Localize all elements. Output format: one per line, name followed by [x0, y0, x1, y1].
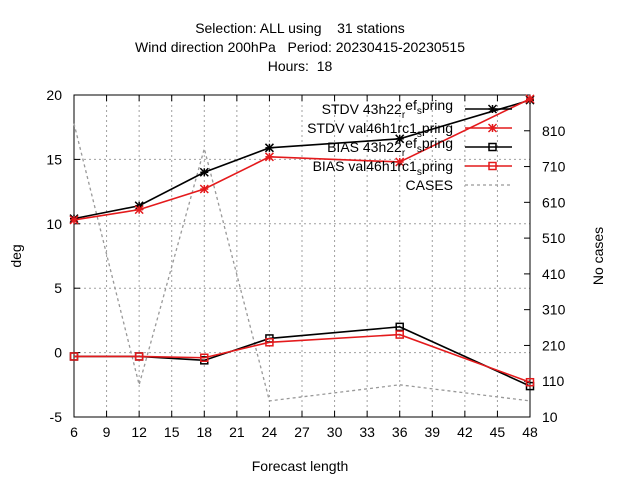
- x-axis: 6 9 12 15 18 21 24 27 30 33 36 39 42 45 48: [70, 95, 538, 440]
- series-line: [73, 123, 531, 402]
- y2-tick-label: 110: [542, 373, 565, 389]
- x-tick-label: 18: [196, 424, 212, 440]
- data-point: [199, 184, 209, 194]
- x-tick-label: 39: [424, 424, 440, 440]
- series-line: [73, 98, 531, 221]
- y-tick-label: 20: [46, 87, 62, 103]
- y-tick-label: -5: [50, 409, 63, 425]
- legend-label: CASES: [406, 177, 453, 193]
- x-tick-label: 45: [490, 424, 506, 440]
- data-point: [199, 167, 209, 177]
- legend-label: BIAS val46h1rc1spring: [313, 158, 453, 178]
- y2-tick-label: 710: [542, 159, 566, 175]
- series-line: [74, 333, 531, 383]
- y-tick-label: 0: [54, 345, 62, 361]
- y-axis-label: deg: [8, 244, 24, 267]
- y2-axis-label: No cases: [590, 227, 606, 285]
- x-tick-label: 48: [522, 424, 538, 440]
- data-point: [69, 352, 79, 361]
- data-point: [265, 338, 274, 347]
- x-tick-label: 24: [262, 424, 278, 440]
- legend-label: STDV 43h22refspring: [322, 97, 453, 121]
- y-tick-label: 10: [46, 216, 62, 232]
- data-point: [264, 152, 274, 162]
- data-point: [395, 134, 405, 144]
- y2-tick-label: 210: [542, 337, 566, 353]
- legend-marker: [488, 142, 497, 152]
- y2-axis: 10 110 210 310 410 510 610 710 810: [524, 123, 566, 425]
- data-point: [134, 352, 144, 361]
- x-tick-label: 21: [229, 424, 245, 440]
- y-tick-label: 15: [46, 151, 62, 167]
- x-tick-label: 42: [457, 424, 473, 440]
- y2-tick-label: 610: [542, 194, 566, 210]
- y2-tick-label: 10: [542, 409, 558, 425]
- legend-marker: [487, 123, 498, 133]
- x-tick-label: 9: [103, 424, 111, 440]
- y2-tick-label: 310: [542, 302, 566, 318]
- data-point: [395, 157, 405, 167]
- x-tick-label: 15: [164, 424, 180, 440]
- series-layer: [69, 94, 535, 402]
- y-tick-label: 5: [54, 280, 62, 296]
- series-line: [73, 99, 531, 220]
- title-line: Hours: 18: [268, 58, 333, 74]
- x-tick-label: 27: [294, 424, 310, 440]
- y2-tick-label: 810: [542, 123, 566, 139]
- grid: [74, 95, 530, 417]
- data-point: [395, 330, 404, 339]
- title-line: Wind direction 200hPa Period: 20230415-2…: [135, 39, 465, 55]
- x-axis-label: Forecast length: [252, 458, 349, 474]
- x-tick-label: 12: [131, 424, 147, 440]
- data-point: [525, 377, 535, 387]
- title-line: Selection: ALL using 31 stations: [195, 20, 405, 36]
- data-point: [134, 205, 144, 215]
- data-point: [525, 94, 535, 104]
- legend-marker: [488, 161, 497, 171]
- legend-label: STDV val46h1rc1spring: [307, 120, 453, 140]
- chart-title: Selection: ALL using 31 stations Wind dir…: [135, 20, 465, 74]
- y-axis: -5 0 5 10 15 20: [46, 87, 80, 425]
- data-point: [69, 215, 79, 225]
- x-tick-label: 6: [70, 424, 78, 440]
- data-point: [200, 353, 209, 363]
- legend-marker: [487, 104, 498, 114]
- x-tick-label: 33: [359, 424, 375, 440]
- x-tick-label: 30: [327, 424, 343, 440]
- legend-label: BIAS 43h22refspring: [327, 135, 453, 159]
- data-point: [264, 143, 274, 153]
- y2-tick-label: 410: [542, 266, 566, 282]
- y2-tick-label: 510: [542, 230, 566, 246]
- x-tick-label: 36: [392, 424, 408, 440]
